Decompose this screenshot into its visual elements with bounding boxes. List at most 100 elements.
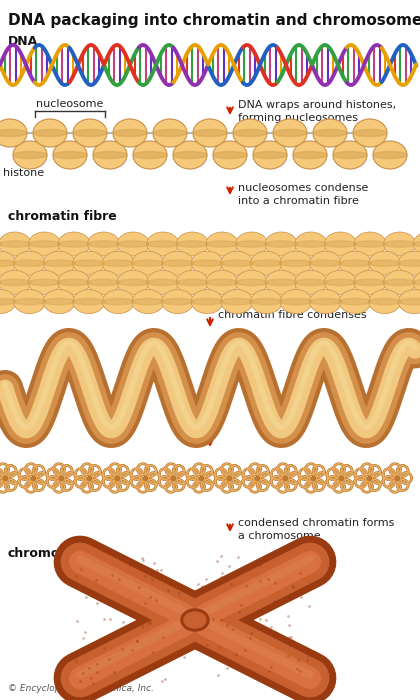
Ellipse shape [73, 130, 107, 136]
Text: DNA wraps around histones,
forming nucleosomes: DNA wraps around histones, forming nucle… [238, 100, 396, 123]
Ellipse shape [206, 232, 238, 256]
Text: chromatin fibre condenses: chromatin fibre condenses [218, 310, 367, 320]
Ellipse shape [132, 260, 164, 267]
Ellipse shape [310, 298, 341, 304]
Ellipse shape [193, 130, 227, 136]
Ellipse shape [373, 151, 407, 158]
Ellipse shape [58, 270, 90, 295]
Ellipse shape [29, 241, 60, 247]
Ellipse shape [339, 290, 371, 314]
Ellipse shape [181, 609, 209, 631]
Ellipse shape [58, 241, 90, 247]
Ellipse shape [132, 298, 164, 304]
Ellipse shape [147, 232, 179, 256]
Ellipse shape [73, 290, 105, 314]
Ellipse shape [353, 119, 387, 147]
Text: chromosome: chromosome [8, 547, 98, 560]
Ellipse shape [0, 279, 1, 286]
Ellipse shape [0, 251, 16, 275]
Text: nucleosomes condense
into a chromatin fibre: nucleosomes condense into a chromatin fi… [238, 183, 368, 206]
Ellipse shape [293, 151, 327, 158]
Ellipse shape [88, 232, 120, 256]
Ellipse shape [353, 130, 387, 136]
Ellipse shape [265, 279, 297, 286]
Ellipse shape [132, 251, 164, 275]
Ellipse shape [117, 270, 149, 295]
Ellipse shape [265, 270, 297, 295]
Ellipse shape [173, 141, 207, 169]
Ellipse shape [273, 130, 307, 136]
Ellipse shape [236, 241, 268, 247]
Ellipse shape [117, 279, 149, 286]
Ellipse shape [354, 279, 386, 286]
Text: © Encyclopædia Britannica, Inc.: © Encyclopædia Britannica, Inc. [8, 684, 154, 693]
Ellipse shape [133, 141, 167, 169]
Ellipse shape [339, 298, 371, 304]
Ellipse shape [132, 290, 164, 314]
Ellipse shape [176, 241, 208, 247]
Ellipse shape [280, 290, 312, 314]
Ellipse shape [53, 141, 87, 169]
Ellipse shape [191, 251, 223, 275]
Ellipse shape [213, 141, 247, 169]
Ellipse shape [373, 141, 407, 169]
Ellipse shape [13, 151, 47, 158]
Ellipse shape [236, 270, 268, 295]
Ellipse shape [236, 232, 268, 256]
Ellipse shape [43, 251, 75, 275]
Ellipse shape [133, 151, 167, 158]
Ellipse shape [43, 298, 75, 304]
Ellipse shape [0, 270, 31, 295]
Ellipse shape [0, 298, 16, 304]
Ellipse shape [383, 279, 416, 286]
Ellipse shape [233, 130, 267, 136]
Ellipse shape [310, 251, 341, 275]
Text: DNA packaging into chromatin and chromosome: DNA packaging into chromatin and chromos… [8, 13, 420, 28]
Ellipse shape [191, 298, 223, 304]
Ellipse shape [333, 151, 367, 158]
Ellipse shape [33, 130, 67, 136]
Ellipse shape [213, 151, 247, 158]
Text: histone: histone [3, 168, 44, 178]
Ellipse shape [13, 290, 46, 314]
Ellipse shape [206, 241, 238, 247]
Ellipse shape [58, 232, 90, 256]
Ellipse shape [250, 290, 282, 314]
Ellipse shape [153, 130, 187, 136]
Ellipse shape [88, 241, 120, 247]
Ellipse shape [369, 290, 401, 314]
Ellipse shape [162, 298, 194, 304]
Ellipse shape [221, 290, 253, 314]
Ellipse shape [236, 279, 268, 286]
Ellipse shape [295, 241, 327, 247]
Ellipse shape [206, 270, 238, 295]
Ellipse shape [117, 241, 149, 247]
Ellipse shape [73, 251, 105, 275]
Ellipse shape [233, 119, 267, 147]
Ellipse shape [176, 232, 208, 256]
Ellipse shape [280, 251, 312, 275]
Ellipse shape [339, 251, 371, 275]
Ellipse shape [324, 279, 357, 286]
Ellipse shape [221, 251, 253, 275]
Ellipse shape [113, 119, 147, 147]
Ellipse shape [0, 241, 31, 247]
Ellipse shape [273, 119, 307, 147]
Ellipse shape [173, 151, 207, 158]
Ellipse shape [147, 279, 179, 286]
Ellipse shape [354, 270, 386, 295]
Ellipse shape [310, 290, 341, 314]
Ellipse shape [53, 151, 87, 158]
Ellipse shape [73, 119, 107, 147]
Text: DNA: DNA [8, 35, 38, 48]
Ellipse shape [0, 232, 31, 256]
Ellipse shape [413, 241, 420, 247]
Ellipse shape [295, 270, 327, 295]
Ellipse shape [313, 119, 347, 147]
Ellipse shape [58, 279, 90, 286]
Ellipse shape [193, 119, 227, 147]
Ellipse shape [0, 119, 27, 147]
Ellipse shape [43, 260, 75, 267]
Ellipse shape [399, 260, 420, 267]
Ellipse shape [250, 251, 282, 275]
